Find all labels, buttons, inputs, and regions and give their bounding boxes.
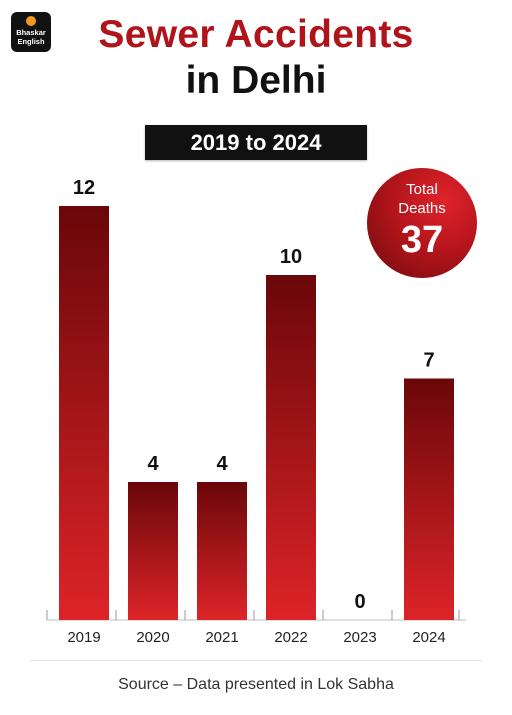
total-label-line2: Deaths [398,200,446,217]
total-label-line1: Total [406,181,438,198]
bar-2021 [197,482,247,620]
source-note: Source – Data presented in Lok Sabha [118,676,394,693]
data-label-2022: 10 [280,246,302,268]
bar-2024 [404,378,454,620]
logo-dot-icon [26,16,36,26]
data-label-2020: 4 [147,453,159,475]
brand-line2: English [17,37,45,46]
data-label-2024: 7 [423,350,434,372]
bar-2019 [59,206,109,620]
total-deaths-badge: Total Deaths 37 [367,168,477,278]
data-label-2019: 12 [73,177,95,199]
brand-logo: Bhaskar English [11,12,51,52]
x-tick-2024: 2024 [412,629,445,646]
x-tick-2020: 2020 [136,629,169,646]
total-value: 37 [400,219,444,261]
x-tick-2022: 2022 [274,629,307,646]
bar-2020 [128,482,178,620]
x-tick-2021: 2021 [205,629,238,646]
title-line2: in Delhi [185,59,327,102]
data-label-2021: 4 [216,453,228,475]
date-range-banner: 2019 to 2024 [145,125,367,160]
x-tick-2019: 2019 [67,629,100,646]
brand-line1: Bhaskar [16,28,46,37]
x-tick-2023: 2023 [343,629,376,646]
data-label-2023: 0 [354,591,365,613]
footer-divider [30,660,482,661]
title-line1: Sewer Accidents [98,13,414,56]
bar-2022 [266,275,316,620]
